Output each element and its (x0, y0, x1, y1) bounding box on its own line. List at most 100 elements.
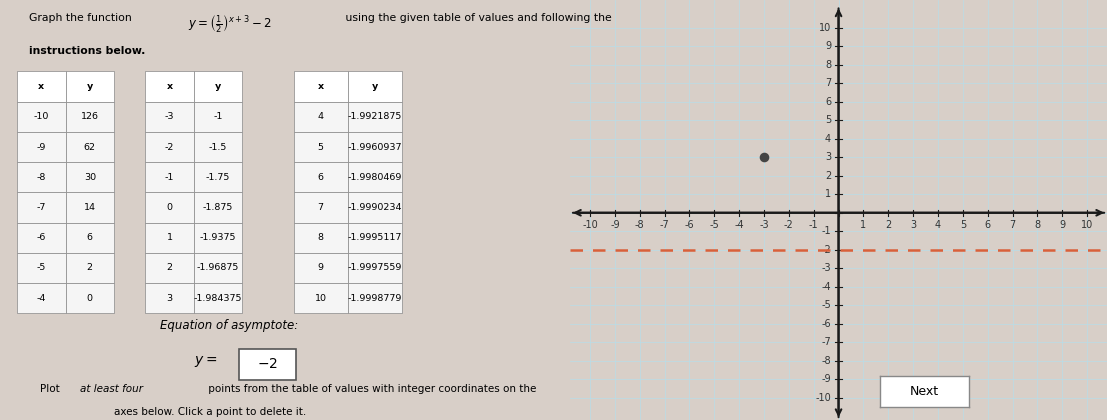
Text: $y = \left(\frac{1}{2}\right)^{x+3} - 2$: $y = \left(\frac{1}{2}\right)^{x+3} - 2$ (188, 13, 272, 34)
FancyBboxPatch shape (17, 102, 65, 132)
Text: -8: -8 (821, 356, 831, 366)
FancyBboxPatch shape (17, 71, 65, 102)
FancyBboxPatch shape (293, 102, 348, 132)
Text: 0: 0 (86, 294, 93, 303)
FancyBboxPatch shape (348, 102, 402, 132)
FancyBboxPatch shape (65, 223, 114, 253)
FancyBboxPatch shape (293, 283, 348, 313)
Text: axes below. Click a point to delete it.: axes below. Click a point to delete it. (114, 407, 307, 417)
Text: 7: 7 (825, 78, 831, 88)
FancyBboxPatch shape (293, 132, 348, 162)
Text: -6: -6 (37, 233, 46, 242)
Text: -6: -6 (821, 319, 831, 329)
Text: using the given table of values and following the: using the given table of values and foll… (342, 13, 612, 23)
Text: -10: -10 (33, 112, 49, 121)
Text: $y = $: $y = $ (194, 354, 217, 369)
FancyBboxPatch shape (145, 71, 194, 102)
Text: 4: 4 (825, 134, 831, 144)
Text: -1: -1 (821, 226, 831, 236)
Point (755, 154, 773, 160)
FancyBboxPatch shape (145, 102, 194, 132)
Text: -1: -1 (165, 173, 174, 182)
Text: -10: -10 (582, 220, 598, 230)
Text: 1: 1 (825, 189, 831, 199)
Text: -10: -10 (816, 393, 831, 403)
FancyBboxPatch shape (17, 162, 65, 192)
Text: 7: 7 (318, 203, 323, 212)
FancyBboxPatch shape (348, 253, 402, 283)
Text: -1: -1 (214, 112, 223, 121)
Text: -7: -7 (37, 203, 46, 212)
FancyBboxPatch shape (348, 132, 402, 162)
Text: y: y (86, 82, 93, 91)
Text: x: x (318, 82, 323, 91)
Text: -1.96875: -1.96875 (197, 263, 239, 273)
FancyBboxPatch shape (65, 132, 114, 162)
FancyBboxPatch shape (194, 132, 242, 162)
FancyBboxPatch shape (194, 253, 242, 283)
Text: -2: -2 (784, 220, 794, 230)
Text: 7: 7 (1010, 220, 1015, 230)
Text: 10: 10 (314, 294, 327, 303)
Text: 2: 2 (167, 263, 173, 273)
Text: -5: -5 (37, 263, 46, 273)
Text: 5: 5 (960, 220, 966, 230)
FancyBboxPatch shape (293, 192, 348, 223)
Text: y: y (372, 82, 377, 91)
FancyBboxPatch shape (348, 223, 402, 253)
FancyBboxPatch shape (145, 223, 194, 253)
FancyBboxPatch shape (348, 192, 402, 223)
FancyBboxPatch shape (65, 192, 114, 223)
Text: 6: 6 (825, 97, 831, 107)
Text: 3: 3 (166, 294, 173, 303)
Text: -9: -9 (610, 220, 620, 230)
Text: 6: 6 (318, 173, 323, 182)
FancyBboxPatch shape (17, 192, 65, 223)
Text: 9: 9 (825, 41, 831, 51)
Text: -3: -3 (165, 112, 175, 121)
Text: 4: 4 (935, 220, 941, 230)
Text: -5: -5 (710, 220, 720, 230)
Text: -1.75: -1.75 (206, 173, 230, 182)
Text: 10: 10 (1082, 220, 1094, 230)
Text: 1: 1 (167, 233, 173, 242)
Text: 3: 3 (825, 152, 831, 162)
Text: -2: -2 (821, 245, 831, 255)
FancyBboxPatch shape (293, 253, 348, 283)
Text: 8: 8 (1034, 220, 1041, 230)
Text: -7: -7 (821, 337, 831, 347)
Text: -1.984375: -1.984375 (194, 294, 242, 303)
FancyBboxPatch shape (65, 283, 114, 313)
Text: at least four: at least four (80, 384, 143, 394)
Text: -9: -9 (821, 374, 831, 384)
Text: 6: 6 (984, 220, 991, 230)
Text: -1: -1 (809, 220, 818, 230)
Text: -3: -3 (759, 220, 768, 230)
Text: points from the table of values with integer coordinates on the: points from the table of values with int… (205, 384, 537, 394)
FancyBboxPatch shape (239, 349, 297, 380)
Text: -7: -7 (660, 220, 670, 230)
Text: x: x (166, 82, 173, 91)
Text: -1.9997559: -1.9997559 (348, 263, 402, 273)
Text: 30: 30 (84, 173, 96, 182)
Text: 62: 62 (84, 142, 96, 152)
Text: -1.875: -1.875 (203, 203, 234, 212)
Text: -1.9995117: -1.9995117 (348, 233, 402, 242)
Text: -1.9990234: -1.9990234 (348, 203, 402, 212)
FancyBboxPatch shape (293, 162, 348, 192)
FancyBboxPatch shape (293, 223, 348, 253)
FancyBboxPatch shape (348, 162, 402, 192)
FancyBboxPatch shape (194, 223, 242, 253)
Text: -8: -8 (37, 173, 46, 182)
Text: 10: 10 (819, 23, 831, 33)
Text: -1.9980469: -1.9980469 (348, 173, 402, 182)
Text: 5: 5 (825, 115, 831, 125)
Text: -4: -4 (821, 282, 831, 292)
Text: 5: 5 (318, 142, 323, 152)
FancyBboxPatch shape (17, 253, 65, 283)
FancyBboxPatch shape (194, 283, 242, 313)
Text: -1.9921875: -1.9921875 (348, 112, 402, 121)
FancyBboxPatch shape (348, 283, 402, 313)
FancyBboxPatch shape (65, 71, 114, 102)
Text: 4: 4 (318, 112, 323, 121)
